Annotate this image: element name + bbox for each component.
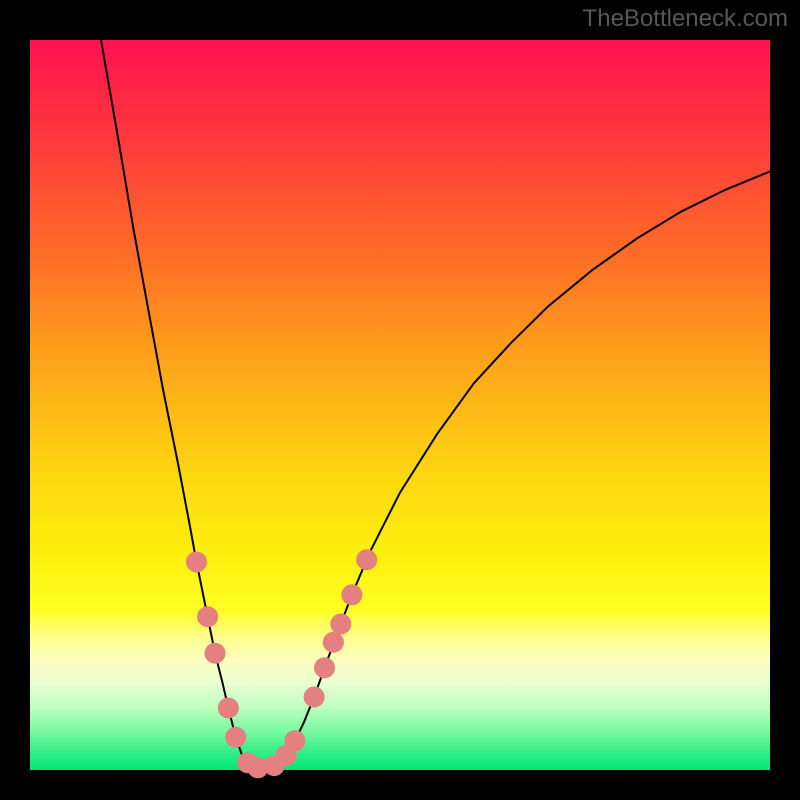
curve-svg: [0, 0, 800, 800]
data-marker: [205, 643, 225, 663]
chart-container: TheBottleneck.com: [0, 0, 800, 800]
data-marker: [323, 632, 343, 652]
data-marker: [187, 552, 207, 572]
data-marker: [285, 731, 305, 751]
data-marker: [226, 727, 246, 747]
watermark-label: TheBottleneck.com: [583, 5, 788, 33]
data-marker: [198, 607, 218, 627]
data-marker: [315, 658, 335, 678]
curve-left-branch: [101, 40, 258, 768]
data-marker: [218, 698, 238, 718]
data-marker: [304, 687, 324, 707]
data-marker: [357, 550, 377, 570]
data-marker: [342, 585, 362, 605]
data-marker: [331, 614, 351, 634]
curve-right-branch: [258, 171, 770, 767]
